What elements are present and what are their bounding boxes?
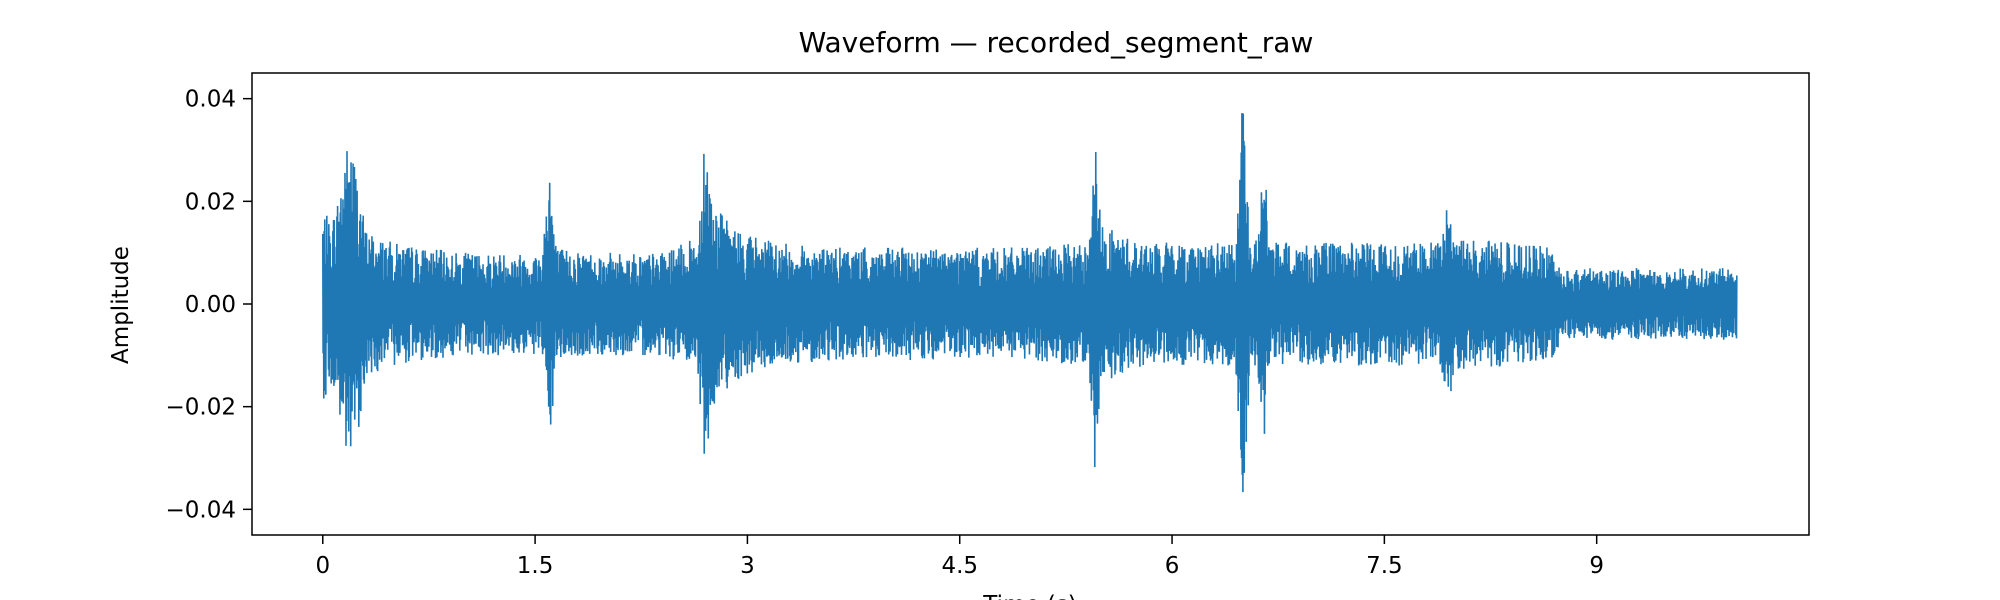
y-axis-title: Amplitude <box>108 246 134 364</box>
plot-area <box>251 72 1810 536</box>
x-axis-title: Time (s) <box>982 592 1077 600</box>
x-tick-label: 9 <box>1589 553 1604 579</box>
x-tick-label: 4.5 <box>941 553 978 579</box>
y-tick-label: 0.04 <box>185 87 236 113</box>
x-tick-label: 1.5 <box>517 553 554 579</box>
x-tick-label: 6 <box>1165 553 1180 579</box>
y-tick-label: −0.02 <box>166 395 236 421</box>
chart-title: Waveform — recorded_segment_raw <box>799 26 1314 59</box>
x-tick-label: 3 <box>740 553 755 579</box>
waveform-line <box>321 113 1738 493</box>
y-tick-label: 0.02 <box>185 189 236 215</box>
x-tick-label: 0 <box>315 553 330 579</box>
x-axis: 0 1.5 3 4.5 6 7.5 9 <box>315 535 1604 579</box>
y-axis: 0.04 0.02 0.00 −0.02 −0.04 <box>166 87 252 523</box>
y-tick-label: 0.00 <box>185 292 236 318</box>
y-tick-label: −0.04 <box>166 497 236 523</box>
x-tick-label: 7.5 <box>1366 553 1403 579</box>
